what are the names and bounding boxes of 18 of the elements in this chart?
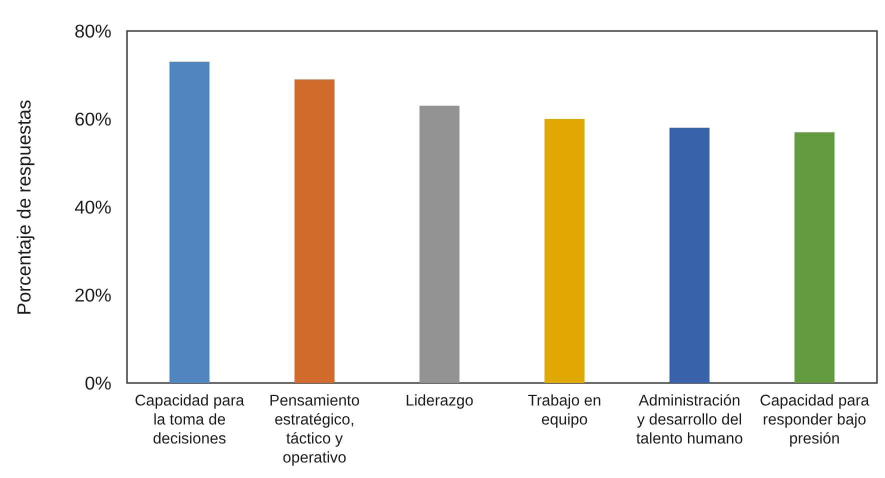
y-tick-label: 0%	[84, 372, 112, 394]
x-tick-label: Trabajo en equipo	[528, 392, 602, 428]
bar	[670, 128, 710, 383]
x-tick-label: Liderazgo	[405, 392, 474, 410]
x-tick-label: Administración y desarrollo del talento humano	[636, 392, 743, 448]
bar	[170, 62, 210, 383]
bar	[294, 79, 334, 383]
x-tick-label: Capacidad para la toma de decisiones	[134, 392, 245, 448]
bar	[420, 106, 460, 383]
y-tick-label: 60%	[74, 108, 112, 130]
y-axis-title: Porcentaje de respuestas	[14, 100, 36, 316]
x-tick-label: Pensamiento estratégico, táctico y operativo	[269, 392, 360, 466]
bar	[794, 132, 834, 383]
y-tick-label: 80%	[74, 20, 112, 42]
x-tick-label: Capacidad para responder bajo presión	[760, 392, 870, 448]
y-tick-label: 20%	[74, 284, 112, 306]
bar	[544, 119, 584, 383]
y-tick-label: 40%	[74, 196, 112, 218]
